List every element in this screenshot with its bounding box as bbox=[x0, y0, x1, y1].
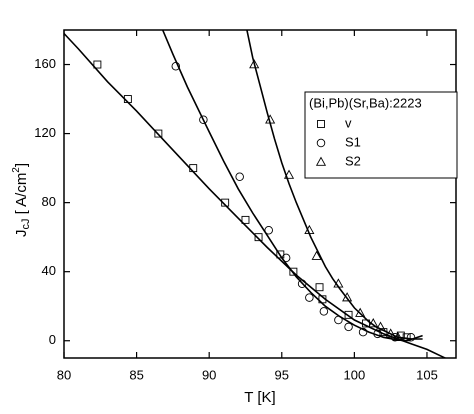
square-marker bbox=[221, 198, 230, 207]
x-tick-label: 85 bbox=[129, 367, 143, 382]
legend-title: (Bi,Pb)(Sr,Ba):2223 bbox=[309, 95, 422, 110]
square-marker bbox=[123, 95, 132, 104]
triangle-marker bbox=[368, 318, 379, 328]
circle-marker bbox=[406, 333, 416, 342]
triangle-marker bbox=[265, 114, 276, 124]
square-marker bbox=[318, 295, 327, 304]
y-tick-label: 160 bbox=[34, 56, 56, 71]
square-marker bbox=[317, 120, 325, 128]
triangle-marker bbox=[249, 59, 260, 69]
triangle-marker bbox=[283, 169, 295, 179]
x-tick-label: 80 bbox=[57, 367, 71, 382]
triangle-marker bbox=[355, 307, 366, 317]
triangle-marker bbox=[304, 224, 315, 235]
triangle-marker bbox=[375, 321, 386, 331]
y-tick-label: 0 bbox=[49, 332, 56, 347]
triangle-marker bbox=[311, 250, 322, 260]
circle-marker bbox=[264, 226, 273, 235]
legend-label: S2 bbox=[345, 153, 361, 168]
legend-label: v bbox=[345, 115, 352, 130]
circle-marker bbox=[305, 293, 314, 302]
triangle-marker bbox=[342, 292, 353, 302]
circle-marker bbox=[199, 115, 208, 125]
fit-curve bbox=[246, 30, 423, 340]
circle-marker bbox=[281, 253, 291, 263]
y-label-main: J bbox=[13, 230, 30, 238]
circle-marker bbox=[334, 315, 343, 325]
square-marker bbox=[289, 267, 298, 276]
plot-frame bbox=[63, 29, 457, 359]
square-marker bbox=[254, 233, 263, 242]
square-marker bbox=[241, 215, 250, 224]
square-marker bbox=[93, 60, 102, 69]
square-marker bbox=[315, 283, 324, 292]
fit-curve bbox=[64, 32, 447, 358]
circle-marker bbox=[319, 307, 329, 316]
square-marker bbox=[154, 129, 163, 138]
fit-curve bbox=[161, 30, 423, 342]
x-tick-label: 100 bbox=[344, 367, 366, 382]
y-label-end: ] bbox=[13, 163, 30, 167]
y-tick-label: 80 bbox=[42, 194, 56, 209]
x-tick-label: 95 bbox=[275, 367, 289, 382]
circle-marker bbox=[235, 172, 244, 181]
x-axis-label: T [K] bbox=[244, 389, 275, 406]
y-tick-label: 120 bbox=[34, 125, 56, 140]
y-axis-label: JcJ [ A/cm2] bbox=[11, 163, 32, 237]
legend-box bbox=[304, 91, 458, 179]
circle-marker bbox=[344, 322, 353, 332]
legend-label: S1 bbox=[345, 134, 361, 149]
square-marker bbox=[362, 319, 370, 328]
y-label-sup: 2 bbox=[11, 167, 22, 173]
square-marker bbox=[396, 331, 405, 340]
square-marker bbox=[344, 310, 353, 319]
circle-marker bbox=[316, 138, 326, 148]
y-label-unit: [ A/cm bbox=[13, 173, 30, 219]
y-tick-label: 40 bbox=[42, 263, 56, 278]
circle-marker bbox=[297, 279, 307, 289]
triangle-marker bbox=[315, 156, 327, 166]
x-tick-label: 90 bbox=[202, 367, 216, 382]
x-tick-label: 105 bbox=[416, 367, 438, 382]
square-marker bbox=[189, 164, 198, 173]
triangle-marker bbox=[385, 328, 396, 338]
circle-marker bbox=[171, 62, 181, 71]
triangle-marker bbox=[392, 331, 403, 342]
y-label-sub: cJ bbox=[20, 219, 32, 230]
triangle-marker bbox=[333, 278, 344, 288]
circle-marker bbox=[358, 327, 368, 337]
square-marker bbox=[402, 333, 411, 342]
plot-area bbox=[64, 30, 447, 358]
